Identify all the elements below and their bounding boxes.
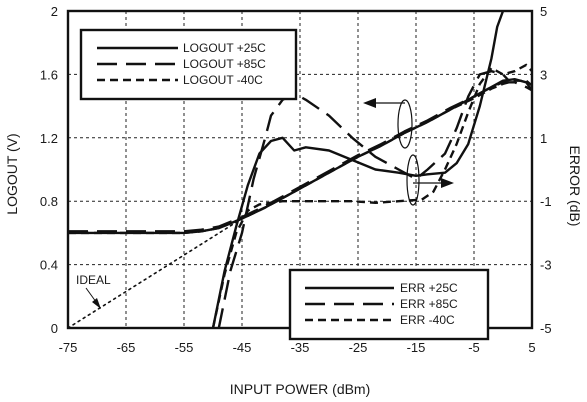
y2-tick-label: -5: [540, 321, 552, 336]
y-tick-label: 0.8: [40, 194, 58, 209]
logout-indicator-ellipse: [397, 99, 413, 149]
x-tick-label: -15: [407, 340, 426, 355]
legend-err-label-85c: ERR +85C: [400, 297, 458, 311]
ideal-annotation: IDEAL: [76, 273, 111, 309]
series-line-err-85c: [217, 70, 510, 329]
y2-tick-label: 1: [540, 131, 547, 146]
series-lines: [67, 10, 533, 329]
err-axis-indicator: [406, 154, 454, 206]
tick-labels: -75 -65 -55 -45 -35 -25 -15 -5 500.40.81.21.62-5…: [40, 4, 552, 355]
err-indicator-ellipse: [406, 154, 420, 206]
series-line-logout-85c: [68, 81, 533, 233]
legend-logout-label-85c: LOGOUT +85C: [183, 57, 266, 71]
ideal-pointer-arrowhead: [92, 298, 101, 309]
x-tick-label: -45: [233, 340, 252, 355]
x-tick-label: -5: [468, 340, 480, 355]
legend-logout: LOGOUT +25C LOGOUT +85C LOGOUT -40C: [79, 28, 298, 101]
logout-axis-indicator: [363, 98, 413, 149]
x-tick-label: 5: [528, 340, 535, 355]
x-tick-label: -65: [117, 340, 136, 355]
y-tick-label: 0.4: [40, 258, 58, 273]
y2-tick-label: 5: [540, 4, 547, 19]
legend-err-label-25c: ERR +25C: [400, 281, 458, 295]
y-tick-label: 1.2: [40, 131, 58, 146]
legend-err-label-m40c: ERR -40C: [400, 313, 455, 327]
y-tick-label: 0: [51, 321, 58, 336]
x-axis-label: INPUT POWER (dBm): [230, 381, 371, 397]
y2-tick-label: -3: [540, 258, 552, 273]
err-indicator-arrowhead: [441, 178, 454, 188]
ideal-label: IDEAL: [76, 273, 111, 287]
y-tick-label: 1.6: [40, 67, 58, 82]
x-tick-label: -35: [291, 340, 310, 355]
series-line-err-40c: [211, 63, 533, 329]
x-tick-label: -25: [349, 340, 368, 355]
y2-axis-label: ERROR (dB): [567, 146, 583, 227]
y-tick-label: 2: [51, 4, 58, 19]
x-tick-label: -75: [59, 340, 78, 355]
x-tick-label: -55: [175, 340, 194, 355]
logout-indicator-arrowhead: [363, 98, 376, 108]
y-axis-label: LOGOUT (V): [4, 133, 20, 214]
series-line-ideal: [67, 217, 243, 329]
series-line-err-25c: [211, 10, 505, 329]
legend-logout-label-25c: LOGOUT +25C: [183, 41, 266, 55]
y2-tick-label: 3: [540, 67, 547, 82]
legend-err: ERR +25C ERR +85C ERR -40C: [288, 268, 490, 341]
y2-tick-label: -1: [540, 194, 552, 209]
legend-logout-label-m40c: LOGOUT -40C: [183, 73, 263, 87]
